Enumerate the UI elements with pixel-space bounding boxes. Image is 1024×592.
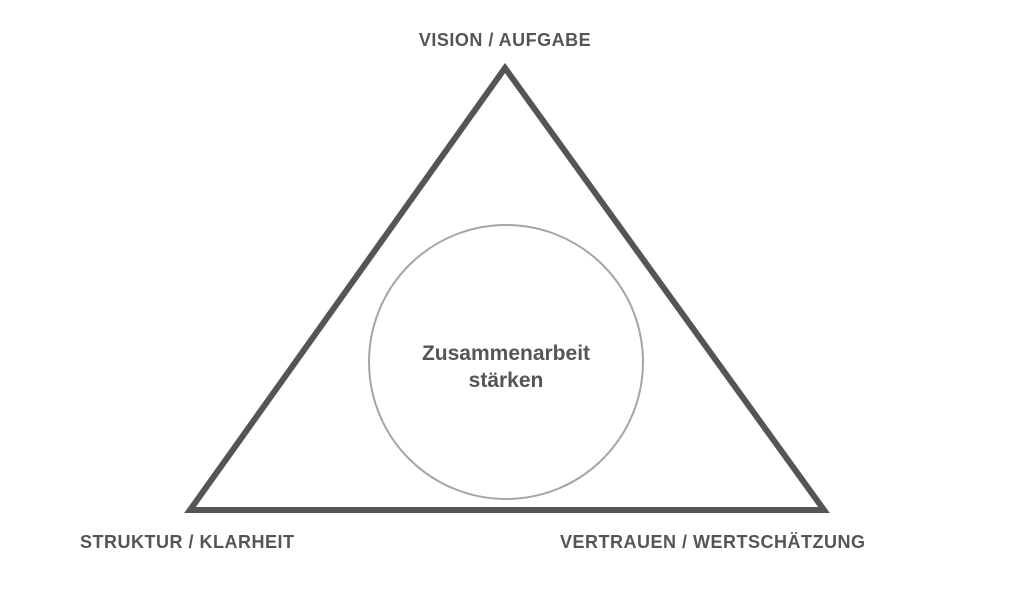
label-top: VISION / AUFGABE	[355, 30, 655, 51]
center-label-line1: Zusammenarbeit	[422, 342, 590, 365]
triangle-diagram: VISION / AUFGABE STRUKTUR / KLARHEIT VER…	[0, 0, 1024, 592]
triangle-shape	[190, 68, 824, 510]
center-label-line2: stärken	[469, 369, 544, 392]
label-bottom-right: VERTRAUEN / WERTSCHÄTZUNG	[560, 532, 866, 553]
center-label: Zusammenarbeit stärken	[380, 340, 632, 395]
label-bottom-left: STRUKTUR / KLARHEIT	[80, 532, 295, 553]
diagram-svg	[0, 0, 1024, 592]
